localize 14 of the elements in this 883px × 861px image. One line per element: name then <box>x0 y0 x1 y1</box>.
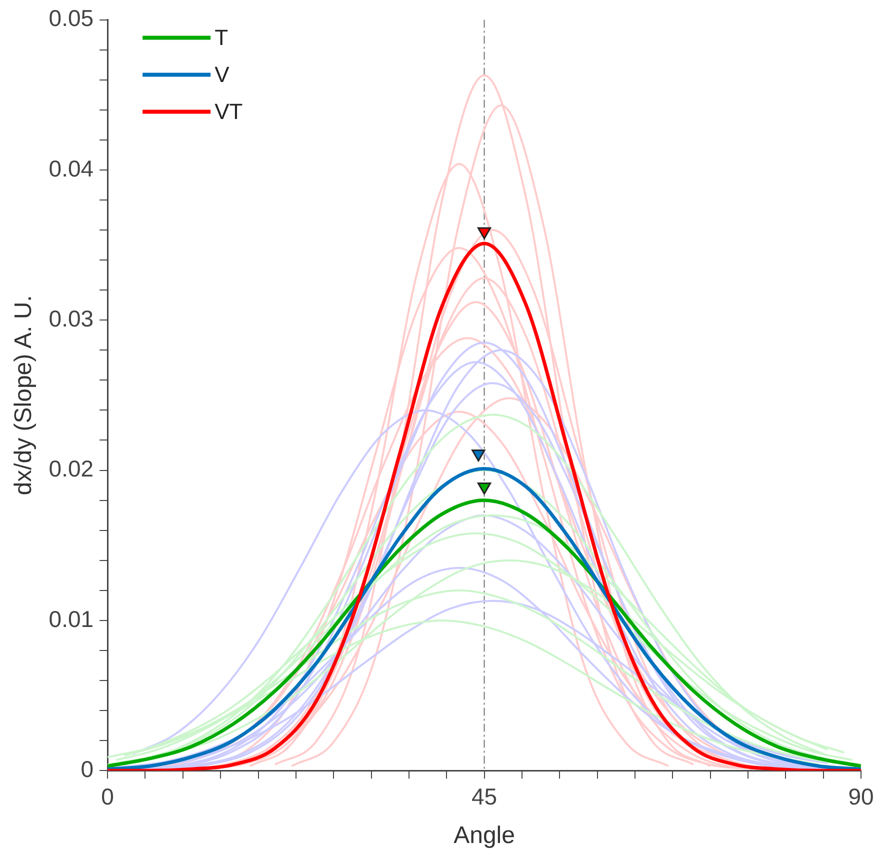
x-tick-label: 0 <box>101 784 114 810</box>
y-tick-label: 0.03 <box>48 305 94 332</box>
y-tick-label: 0.05 <box>48 5 94 32</box>
x-axis-title: Angle <box>454 822 515 850</box>
y-axis-title: dx/dy (Slope) A. U. <box>10 295 38 496</box>
y-tick-label: 0.02 <box>48 456 94 482</box>
legend-label: VT <box>214 98 243 124</box>
legend-label: T <box>214 24 228 50</box>
y-tick-label: 0 <box>80 756 94 782</box>
legend-label: V <box>214 62 230 87</box>
y-tick-label: 0.04 <box>48 155 94 182</box>
y-tick-label: 0.01 <box>48 606 94 632</box>
x-tick-label: 45 <box>471 784 498 810</box>
x-tick-label: 90 <box>848 784 874 810</box>
